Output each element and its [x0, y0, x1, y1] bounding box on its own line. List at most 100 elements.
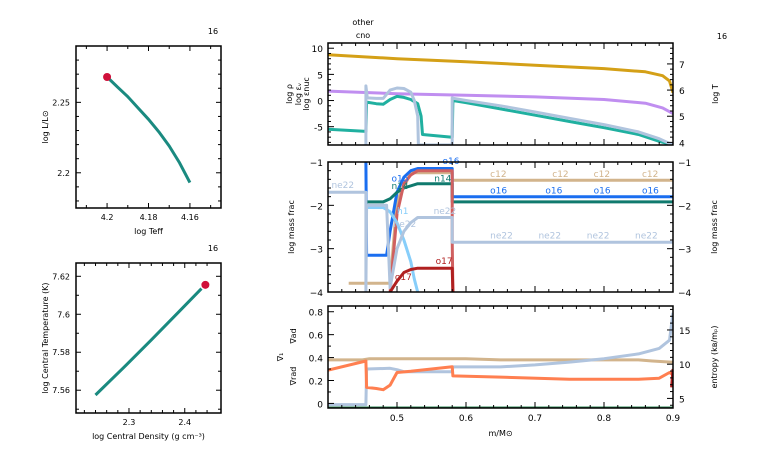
y2-tick-label: −2	[678, 202, 691, 212]
y2-tick-label: 4	[679, 139, 685, 149]
abundance-label-o17: o17	[436, 257, 453, 267]
abundance-label-ne22: ne22	[490, 232, 513, 242]
y2-tick-label: −1	[678, 159, 691, 169]
left-axis-label: ∇ad	[289, 328, 298, 344]
y-tick-label: -5	[314, 124, 323, 134]
y2-tick-label: −3	[678, 246, 691, 256]
abundance-label-ne22: ne22	[331, 181, 354, 191]
y2-tick-label: 10	[679, 361, 691, 371]
y-tick-label: 7.58	[52, 348, 70, 357]
abundance-label-o17: o17	[395, 273, 412, 283]
x-axis-label: m/M⊙	[488, 429, 512, 438]
y-tick-label: 2.2	[57, 169, 70, 178]
abundance-o17-line	[388, 266, 455, 292]
abundance-h1-line	[365, 206, 420, 292]
y-tick-label: 0.6	[309, 332, 324, 342]
abundance-label-h1: h1	[397, 207, 408, 217]
abundance-label-o16: o16	[391, 175, 408, 185]
y2-axis-label: log mass frac	[710, 200, 719, 254]
y-tick-label: 7.6	[57, 310, 70, 319]
series-log-eps-nuc	[364, 84, 673, 145]
y-axis-label: log L/L⊙	[41, 110, 50, 143]
y2-tick-label: 5	[679, 113, 685, 123]
series-log-rho	[328, 89, 673, 115]
burn-label-other: other	[352, 18, 374, 27]
y-tick-label: −2	[310, 202, 323, 212]
model-number: 16	[717, 32, 727, 41]
abundance-label-ne22: ne22	[394, 220, 417, 230]
y-tick-label: 0.4	[309, 355, 324, 365]
abundance-label-o16: o16	[642, 187, 659, 197]
y-tick-label: 0	[317, 400, 323, 410]
y2-axis-label: entropy (kʙ/mₚ)	[710, 326, 719, 389]
left-axis-label: log ρ	[285, 84, 294, 104]
y-tick-label: 0.2	[309, 377, 323, 387]
y-tick-label: 7.62	[52, 272, 70, 281]
abundance-label-ne22: ne22	[635, 232, 658, 242]
mid-panel-frame	[327, 161, 674, 293]
y2-tick-label: 5	[679, 395, 685, 405]
left-axis-label: log εᵥ	[294, 83, 303, 105]
left-axis-label: log εnuc	[302, 77, 311, 111]
abundance-label-ne22: ne22	[538, 232, 561, 242]
x-tick-label: 4.2	[101, 213, 114, 222]
series-log-eps-grav	[328, 94, 673, 145]
right-axis-label: log T	[711, 84, 720, 104]
y-tick-label: 2.25	[52, 98, 70, 107]
y-axis-label: log mass frac	[287, 200, 296, 254]
y-tick-label: 7.56	[52, 386, 70, 395]
y-tick-label: −3	[310, 246, 323, 256]
abundance-label-o16: o16	[594, 187, 611, 197]
abundance-label-n14: n14	[434, 175, 451, 185]
burn-label-cno: cno	[356, 31, 370, 40]
abundance-label-c12: c12	[594, 170, 610, 180]
x-tick-label: 2.3	[123, 418, 136, 427]
abundance-label-ne22: ne22	[434, 207, 457, 217]
x-axis-label: log Central Density (g cm⁻³)	[92, 432, 205, 441]
y-tick-label: −1	[310, 159, 323, 169]
left-axis-label: ∇₁	[276, 353, 285, 363]
abundance-label-c12: c12	[490, 170, 506, 180]
model-number: 16	[208, 244, 218, 253]
y-tick-label: −4	[310, 289, 324, 299]
x-axis-label: log Teff	[134, 227, 163, 236]
x-tick-label: 0.7	[528, 414, 542, 424]
series-grad-rad-line	[328, 359, 673, 392]
current-model-marker	[103, 72, 112, 81]
y-tick-label: 10	[312, 45, 324, 55]
abundance-ne22-line	[328, 190, 673, 292]
center-track-line	[94, 287, 203, 397]
y-axis-label: log Central Temperature (K)	[41, 282, 50, 393]
y2-tick-label: −4	[678, 289, 692, 299]
y2-tick-label: 7	[679, 61, 685, 71]
hr-frame	[75, 45, 222, 209]
abundance-label-ne22: ne22	[587, 232, 610, 242]
series-log-T	[328, 53, 673, 94]
center-frame	[75, 262, 222, 414]
series-grad-ad-line	[328, 357, 673, 364]
abundance-label-o16: o16	[490, 187, 507, 197]
x-tick-label: 4.18	[140, 213, 158, 222]
abundance-label-c12: c12	[552, 170, 568, 180]
abundance-label-n14: n14	[391, 182, 408, 192]
abundance-n14-line	[365, 182, 673, 204]
x-tick-label: 0.5	[390, 414, 404, 424]
y2-tick-label: 6	[679, 87, 685, 97]
x-tick-label: 2.4	[178, 418, 191, 427]
x-tick-label: 4.16	[181, 213, 199, 222]
x-tick-label: 0.6	[459, 414, 474, 424]
y-tick-label: 0	[317, 98, 323, 108]
hr-track-line	[106, 75, 192, 184]
y-tick-label: 0.8	[309, 309, 324, 319]
left-axis-label: ∇rad	[289, 367, 298, 387]
current-model-marker	[201, 280, 210, 289]
x-tick-label: 0.8	[597, 414, 612, 424]
x-tick-label: 0.9	[666, 414, 681, 424]
y2-tick-label: 15	[679, 327, 690, 337]
y-tick-label: 5	[317, 71, 323, 81]
model-number: 16	[208, 27, 218, 36]
abundance-label-c12: c12	[642, 170, 658, 180]
series-entropy-line	[328, 312, 673, 407]
abundance-label-o16: o16	[545, 187, 562, 197]
